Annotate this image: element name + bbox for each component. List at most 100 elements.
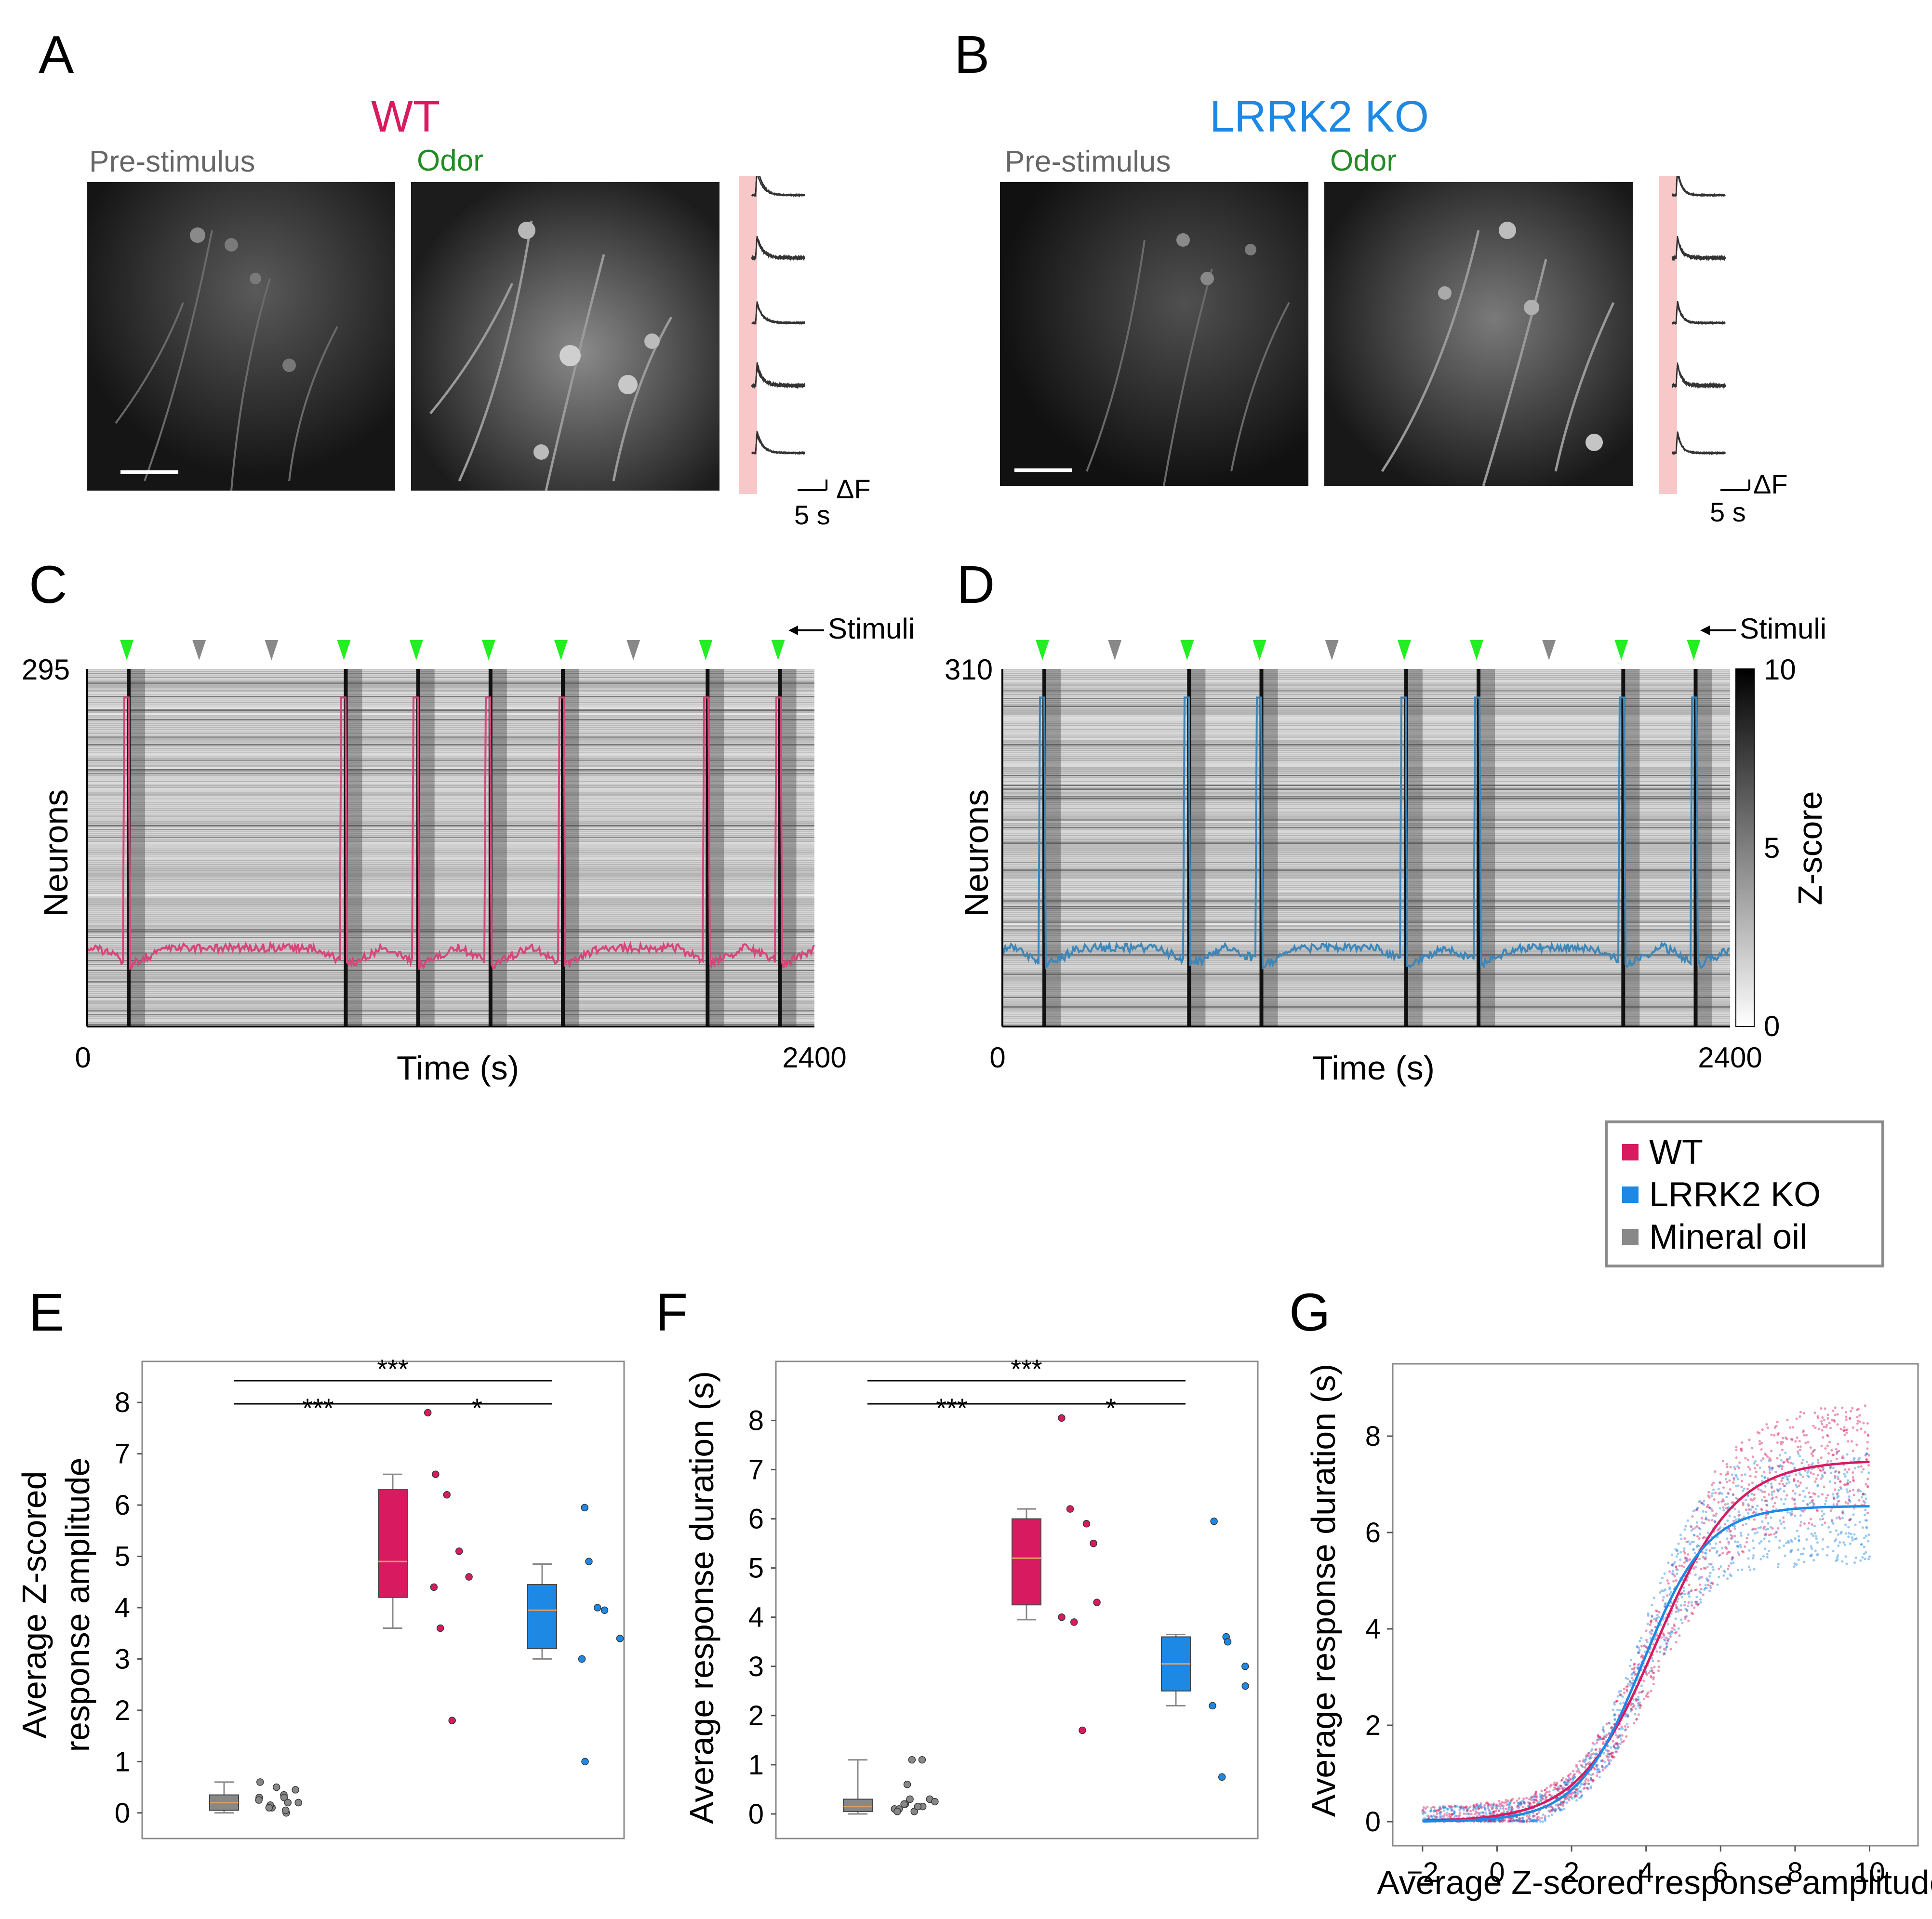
data-point (265, 1804, 273, 1812)
scatter-plot-g: Average response duration (s) Average Z-… (1305, 1363, 1932, 1901)
heatmap-row (1002, 760, 1730, 761)
heatmap-row (87, 786, 814, 788)
heatmap-row (87, 706, 814, 707)
data-point (906, 1795, 914, 1803)
heatmap-row (1002, 1014, 1730, 1015)
oil-stimulus-marker (192, 640, 206, 660)
heatmap-row (87, 912, 814, 913)
heatmap-row (87, 995, 814, 996)
heatmap-row (1002, 719, 1730, 720)
heatmap-row (87, 900, 814, 902)
x0-d: 0 (989, 1041, 1005, 1074)
heatmap-row (87, 983, 814, 985)
sig-left: *** (302, 1393, 333, 1423)
heatmap-row (1002, 786, 1730, 788)
heatmap-row (87, 977, 814, 979)
heatmap-row (1002, 1008, 1730, 1010)
heatmap-row (1002, 731, 1730, 732)
heatmap-row (87, 769, 814, 771)
heatmap-row (1002, 864, 1730, 865)
heatmap-row (87, 733, 814, 734)
heatmap-row (1002, 898, 1730, 900)
heatmap-row (87, 819, 814, 821)
data-point (1224, 1638, 1232, 1646)
heatmap-row (1002, 804, 1730, 805)
heatmap-row (87, 1010, 814, 1012)
heatmap-row (87, 875, 814, 877)
data-point (1218, 1773, 1226, 1781)
heatmap-row (87, 677, 814, 678)
wt-prestimulus-image (87, 182, 395, 491)
heatmap-row (87, 1022, 814, 1023)
panel-label-a: A (39, 25, 74, 84)
heatmap-row (87, 968, 814, 969)
heatmap-row (87, 756, 814, 757)
ko-odor-image (1324, 182, 1633, 486)
pre-stimulus-label-b: Pre-stimulus (1005, 145, 1171, 178)
heatmap-row (1002, 854, 1730, 855)
ylabel-f: Average response duration (s) (683, 1371, 720, 1824)
heatmap-row (1002, 794, 1730, 796)
odor-stimulus-marker (1252, 640, 1266, 660)
heatmap-row (1002, 900, 1730, 902)
heatmap-row (1002, 850, 1730, 852)
scatter-points (1421, 1404, 1871, 1823)
heatmap-row (1002, 682, 1730, 684)
heatmap-row (1002, 885, 1730, 886)
ylabel-g: Average response duration (s) (1305, 1364, 1342, 1817)
heatmap-row (87, 835, 814, 836)
heatmap-row (87, 696, 814, 697)
heatmap-row (1002, 981, 1730, 983)
heatmap-row (87, 744, 814, 746)
heatmap-row (1002, 798, 1730, 800)
heatmap-row (1002, 704, 1730, 705)
heatmap-row (1002, 983, 1730, 985)
heatmap-row (1002, 952, 1730, 954)
heatmap-row (87, 935, 814, 936)
odor-stimulus-marker (409, 640, 423, 660)
heatmap-row (1002, 729, 1730, 730)
odor-stimulus-marker (1687, 640, 1701, 660)
odor-label-a: Odor (417, 144, 483, 177)
ytick-label: 6 (115, 1490, 130, 1521)
heatmap-row (87, 1012, 814, 1013)
heatmap-row (1002, 889, 1730, 890)
heatmap-row (1002, 933, 1730, 934)
heatmap-row (87, 806, 814, 807)
heatmap-row (87, 866, 814, 867)
heatmap-row (87, 775, 814, 776)
heatmap-row (87, 709, 814, 711)
legend-label: LRRK2 KO (1649, 1175, 1821, 1214)
heatmap-row (87, 740, 814, 742)
heatmap-row (1002, 748, 1730, 749)
heatmap-row (1002, 758, 1730, 759)
heatmap-row (87, 746, 814, 747)
heatmap-row (1002, 896, 1730, 898)
data-point (424, 1409, 432, 1417)
heatmap-row (1002, 763, 1730, 765)
heatmap-row (1002, 894, 1730, 896)
heatmap-row (1002, 688, 1730, 690)
ytick-label: 8 (748, 1405, 764, 1436)
legend-swatch (1622, 1229, 1639, 1245)
colorbar (1735, 668, 1755, 1027)
odor-stimulus-marker (771, 640, 785, 660)
heatmap-row (1002, 972, 1730, 973)
oil-stimulus-marker (1325, 640, 1339, 660)
heatmap-row (87, 777, 814, 778)
heatmap-row (87, 682, 814, 684)
heatmap-row (1002, 742, 1730, 744)
heatmap-row (87, 829, 814, 830)
heatmap-row (1002, 985, 1730, 986)
heatmap-row (87, 773, 814, 774)
data-point (903, 1780, 911, 1788)
heatmap-row (87, 950, 814, 952)
heatmap-row (1002, 736, 1730, 738)
data-point (272, 1783, 280, 1791)
heatmap-row (87, 844, 814, 846)
heatmap-row (1002, 700, 1730, 701)
heatmap-row (87, 736, 814, 738)
response-trace (1671, 433, 1726, 455)
heatmap-row (87, 860, 814, 861)
heatmap-row (1002, 702, 1730, 703)
